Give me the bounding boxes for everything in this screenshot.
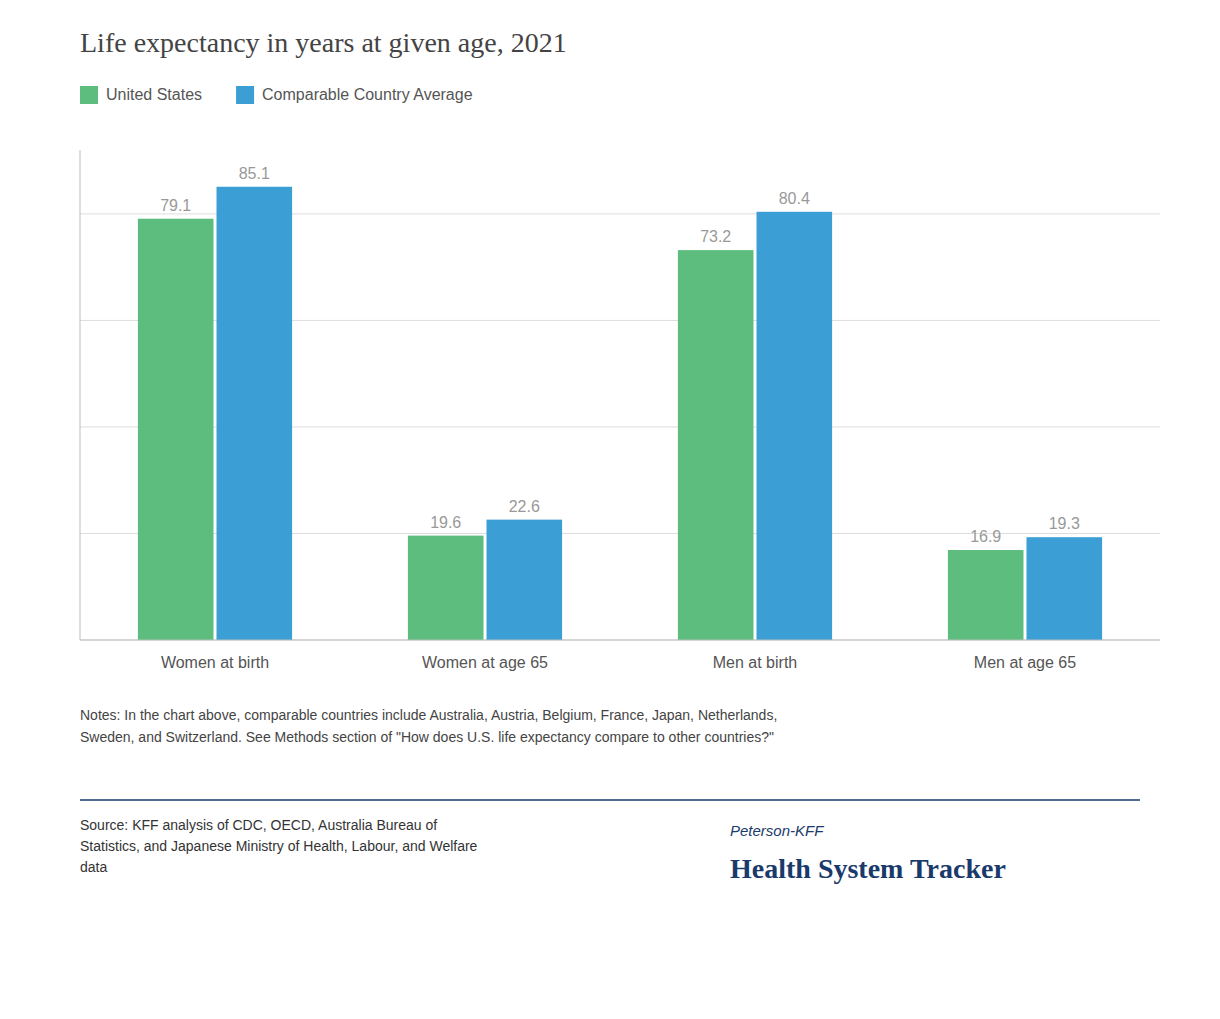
x-tick-label: Men at age 65: [974, 654, 1076, 671]
legend-label: Comparable Country Average: [262, 86, 473, 103]
data-label: 22.6: [509, 498, 540, 515]
data-labels: 79.1 85.1 19.6 22.6 73.2 80.4 16.9 19.3: [160, 165, 1080, 545]
bar: [487, 520, 563, 640]
legend-swatch: [236, 86, 254, 104]
data-label: 85.1: [239, 165, 270, 182]
x-tick-label: Men at birth: [713, 654, 797, 671]
bar: [408, 536, 484, 640]
data-label: 19.3: [1049, 515, 1080, 532]
bar: [138, 219, 214, 640]
legend-label: United States: [106, 86, 202, 103]
bars: [138, 187, 1102, 640]
text-line: Notes: In the chart above, comparable co…: [80, 707, 777, 723]
data-label: 79.1: [160, 197, 191, 214]
bar: [757, 212, 833, 640]
bar: [948, 550, 1024, 640]
legend: United States Comparable Country Average: [80, 86, 473, 104]
annotation: Health System Tracker: [730, 853, 1006, 884]
bar: [217, 187, 293, 640]
text-line: data: [80, 859, 107, 875]
x-axis-line: [80, 640, 1160, 641]
source: Source: KFF analysis of CDC, OECD, Austr…: [80, 817, 478, 875]
data-label: 73.2: [700, 228, 731, 245]
grid-line: [80, 640, 1160, 641]
x-tick-label: Women at age 65: [422, 654, 548, 671]
legend-swatch: [80, 86, 98, 104]
background: [0, 0, 1220, 1019]
title: Life expectancy in years at given age, 2…: [80, 27, 567, 58]
data-label: 19.6: [430, 514, 461, 531]
y-axis-line: [80, 150, 81, 640]
x-tick-label: Women at birth: [161, 654, 269, 671]
data-label: 16.9: [970, 528, 1001, 545]
text-line: Source: KFF analysis of CDC, OECD, Austr…: [80, 817, 437, 833]
chart-svg: Life expectancy in years at given age, 2…: [0, 0, 1220, 1019]
bar: [678, 250, 754, 640]
data-label: 80.4: [779, 190, 810, 207]
text-line: Statistics, and Japanese Ministry of Hea…: [80, 838, 478, 854]
bar: [1027, 537, 1103, 640]
annotation: Peterson-KFF: [730, 822, 824, 839]
notes: Notes: In the chart above, comparable co…: [80, 707, 777, 745]
divider: [80, 799, 1140, 801]
text-line: Sweden, and Switzerland. See Methods sec…: [80, 729, 774, 745]
